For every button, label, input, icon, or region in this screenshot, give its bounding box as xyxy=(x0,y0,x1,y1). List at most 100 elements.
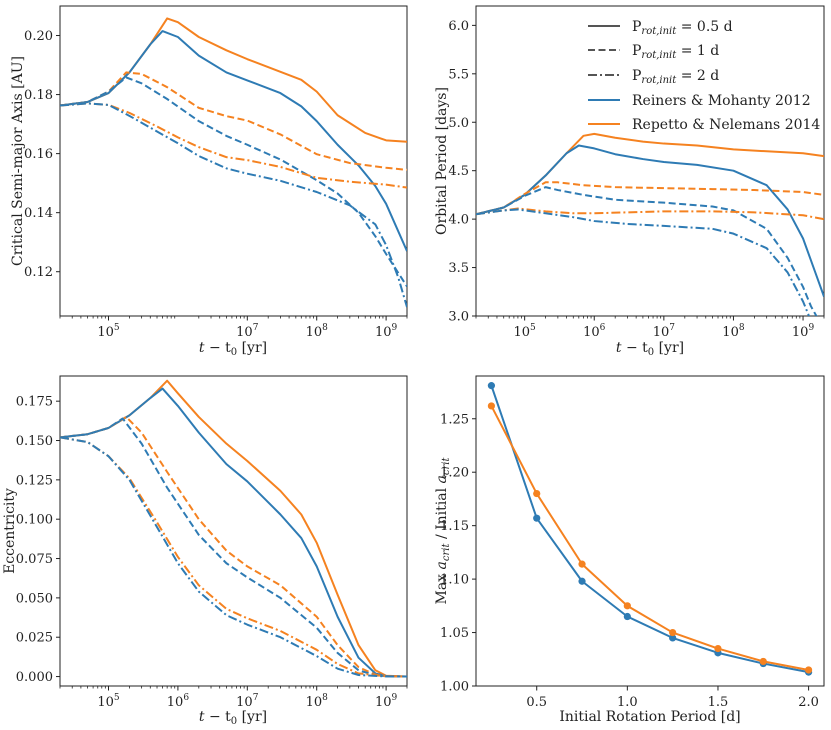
y-axis-label: Eccentricity xyxy=(2,488,18,574)
data-point xyxy=(804,666,813,674)
y-tick-label: 4.0 xyxy=(448,213,469,228)
y-tick-label: 0.12 xyxy=(24,265,53,280)
y-tick-label: 0.050 xyxy=(16,591,53,606)
legend-label-solid: Prot,init = 0.5 d xyxy=(632,19,733,37)
data-point xyxy=(669,628,677,637)
x-ticks: 105 106 107 108 109 xyxy=(475,316,825,340)
y-tick-label: 1.20 xyxy=(440,466,469,481)
legend-label-dashed: Prot,init = 1 d xyxy=(632,43,719,61)
x-tick-label: 109 xyxy=(792,323,815,340)
panel-max-acrit-ratio: 1.00 1.05 1.10 1.15 1.20 1.25 0.5 1.0 1.5 2.0 In… xyxy=(434,375,825,725)
legend-label-repetto: Repetto & Nelemans 2014 xyxy=(632,117,820,133)
y-tick-label: 1.15 xyxy=(440,519,469,534)
data-point xyxy=(578,560,586,568)
x-tick-label: 108 xyxy=(722,323,745,340)
data-point xyxy=(487,402,496,410)
series-line-blue-dashed xyxy=(60,417,407,678)
y-tick-label: 4.5 xyxy=(448,164,469,179)
legend-label-reiners: Reiners & Mohanty 2012 xyxy=(632,93,811,109)
y-tick-label: 0.025 xyxy=(16,631,53,646)
data-point xyxy=(623,612,631,621)
x-ticks: 0.5 1.0 1.5 2.0 xyxy=(526,686,819,710)
series-line-orange-dashed xyxy=(60,415,407,678)
panel-eccentricity: 0.000 0.025 0.050 0.075 0.100 0.125 0.150 0.175… xyxy=(2,375,408,727)
y-tick-label: 0.20 xyxy=(24,29,53,44)
y-tick-label: 6.0 xyxy=(448,19,469,34)
series-line-blue-solid xyxy=(490,385,809,674)
data-point xyxy=(578,577,586,585)
x-tick-label: 109 xyxy=(375,693,398,710)
y-tick-label: 1.05 xyxy=(440,626,469,641)
axes-frame xyxy=(475,5,825,317)
series-line-orange-solid xyxy=(490,405,809,671)
y-ticks: 0.000 0.025 0.050 0.075 0.100 0.125 0.150 0.175 xyxy=(16,395,60,685)
y-tick-label: 0.125 xyxy=(16,473,53,488)
axes-frame xyxy=(59,375,408,687)
panel-orbital-period: 3.0 3.5 4.0 4.5 5.0 5.5 6.0 105 106 107 108 109 t … xyxy=(434,5,825,358)
x-tick-label: 107 xyxy=(653,323,676,340)
x-tick-label: 105 xyxy=(514,323,537,340)
x-tick-label: 105 xyxy=(97,693,120,710)
y-tick-label: 0.14 xyxy=(24,206,53,221)
series-line-blue-dashdot xyxy=(60,102,407,308)
data-point xyxy=(714,644,722,653)
y-axis-label: Max acrit / Initial acrit xyxy=(434,457,452,605)
series-line-blue-solid xyxy=(60,387,407,678)
y-tick-label: 1.25 xyxy=(440,412,469,427)
legend-label-dashdot: Prot,init = 2 d xyxy=(632,68,719,86)
y-ticks: 3.0 3.5 4.0 4.5 5.0 5.5 6.0 xyxy=(448,19,476,325)
x-ticks: 105 107 108 109 xyxy=(59,316,408,340)
x-tick-label: 106 xyxy=(167,693,190,710)
y-tick-label: 0.16 xyxy=(24,147,53,162)
series-line-blue-solid xyxy=(476,144,824,297)
series-lines xyxy=(60,17,407,308)
x-axis-label: Initial Rotation Period [d] xyxy=(559,709,740,725)
series-line-orange-dashdot xyxy=(60,102,407,189)
x-tick-label: 107 xyxy=(236,323,259,340)
series-line-orange-solid xyxy=(60,17,407,143)
series-lines xyxy=(60,379,407,678)
data-point xyxy=(623,602,631,610)
x-tick-label: 0.5 xyxy=(526,695,547,710)
series-lines xyxy=(476,132,824,316)
legend: Prot,init = 0.5 d Prot,init = 1 d Prot,i… xyxy=(588,19,820,133)
x-tick-label: 1.0 xyxy=(617,695,638,710)
y-tick-label: 0.150 xyxy=(16,434,53,449)
series-line-blue-dashed xyxy=(60,76,407,288)
series-line-blue-solid xyxy=(60,30,407,252)
y-tick-label: 3.0 xyxy=(448,310,469,325)
data-point xyxy=(487,382,496,390)
y-axis-label: Critical Semi-major Axis [AU] xyxy=(10,56,26,266)
data-point xyxy=(533,514,541,522)
y-tick-label: 0.075 xyxy=(16,552,53,567)
series-line-orange-dashed xyxy=(476,181,824,216)
series-line-orange-dashed xyxy=(60,71,407,171)
y-tick-label: 5.0 xyxy=(448,116,469,131)
x-tick-label: 109 xyxy=(375,323,398,340)
series-line-blue-dashdot xyxy=(476,208,811,316)
x-tick-label: 2.0 xyxy=(798,695,819,710)
data-point xyxy=(533,489,541,498)
x-tick-label: 107 xyxy=(236,693,259,710)
y-ticks: 0.12 0.14 0.16 0.18 0.20 xyxy=(24,29,60,280)
y-tick-label: 0.18 xyxy=(24,88,53,103)
x-tick-label: 106 xyxy=(583,323,606,340)
series-line-blue-dashdot xyxy=(60,436,407,678)
x-tick-label: 1.5 xyxy=(708,695,729,710)
y-tick-label: 0.100 xyxy=(16,513,53,528)
y-ticks: 1.00 1.05 1.10 1.15 1.20 1.25 xyxy=(440,412,476,695)
y-tick-label: 1.00 xyxy=(440,680,469,695)
x-ticks: 105 106 107 108 109 xyxy=(59,686,408,710)
y-tick-label: 3.5 xyxy=(448,261,469,276)
axes-frame xyxy=(59,5,408,317)
x-axis-label: t − t0 [yr] xyxy=(199,340,267,358)
data-point xyxy=(759,657,767,666)
x-axis-label: t − t0 [yr] xyxy=(199,709,267,727)
y-tick-label: 5.5 xyxy=(448,67,469,82)
x-tick-label: 108 xyxy=(306,693,329,710)
series-lines xyxy=(487,382,813,676)
x-tick-label: 105 xyxy=(97,323,120,340)
panel-semimajor-axis: 0.12 0.14 0.16 0.18 0.20 105 107 108 109 t − t0… xyxy=(10,5,408,358)
axes-frame xyxy=(475,375,825,687)
